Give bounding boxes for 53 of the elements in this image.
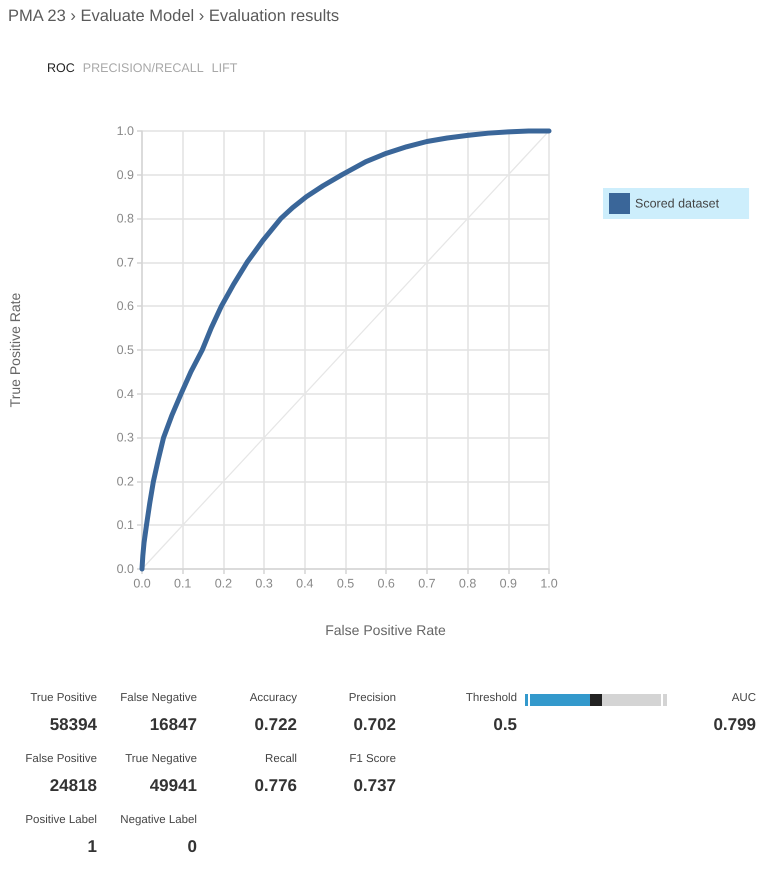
x-tick-label: 0.3 xyxy=(255,576,273,590)
y-tick-label: 0.4 xyxy=(116,386,134,401)
category-label: False Positive xyxy=(25,753,97,765)
data-label: 0.5 xyxy=(493,715,517,735)
data-label: 58394 xyxy=(50,715,97,735)
category-label: Threshold xyxy=(466,692,517,704)
x-tick-label: 0.2 xyxy=(214,576,232,590)
x-tick-label: 0.5 xyxy=(336,576,354,590)
x-tick-label: 0.9 xyxy=(500,576,518,590)
category-label: AUC xyxy=(732,692,756,704)
data-label: 0.737 xyxy=(353,776,396,796)
text: PRECISION/RECALL xyxy=(82,61,204,75)
category-label: False Negative xyxy=(120,692,197,704)
data-label: 0.776 xyxy=(254,776,297,796)
x-axis-title: False Positive Rate xyxy=(325,622,446,638)
data-label: 49941 xyxy=(150,776,197,796)
y-axis-title: True Positive Rate xyxy=(7,292,23,408)
x-tick-label: 0.1 xyxy=(174,576,192,590)
y-tick-label: 0.9 xyxy=(116,168,134,182)
text: LIFT xyxy=(212,61,238,75)
x-tick-label: 1.0 xyxy=(540,576,558,590)
category-label: True Positive xyxy=(30,692,97,704)
data-label: 0.799 xyxy=(713,715,756,735)
x-tick-label: 0.8 xyxy=(458,576,476,590)
category-label: Accuracy xyxy=(250,692,297,704)
y-tick-label: 0.5 xyxy=(116,343,134,357)
text: ROC xyxy=(47,61,75,75)
data-label: 0 xyxy=(188,837,197,857)
y-tick-label: 0.0 xyxy=(116,562,134,576)
data-label: 1 xyxy=(88,837,97,857)
y-tick-label: 0.1 xyxy=(116,518,134,532)
y-tick-label: 1.0 xyxy=(116,124,134,138)
x-tick-label: 0.0 xyxy=(133,576,151,590)
chart-title: PMA 23 › Evaluate Model › Evaluation results xyxy=(8,7,340,26)
y-tick-label: 0.3 xyxy=(116,430,134,445)
category-label: Positive Label xyxy=(25,814,97,826)
category-label: Negative Label xyxy=(120,814,197,826)
category-label: True Negative xyxy=(125,753,197,765)
data-label: 0.702 xyxy=(353,715,396,735)
data-label: 0.722 xyxy=(254,715,297,735)
x-tick-label: 0.6 xyxy=(378,576,395,590)
category-label: F1 Score xyxy=(349,753,396,765)
data-label: 24818 xyxy=(50,776,97,796)
category-label: Recall xyxy=(265,753,297,765)
x-tick-label: 0.7 xyxy=(418,576,436,590)
data-label: 16847 xyxy=(150,715,197,735)
y-tick-label: 0.7 xyxy=(116,255,134,270)
category-label: Precision xyxy=(348,692,396,704)
y-tick-label: 0.2 xyxy=(116,474,134,488)
x-tick-label: 0.4 xyxy=(296,576,314,590)
y-tick-label: 0.8 xyxy=(116,212,134,226)
legend-label: Scored dataset xyxy=(635,196,720,210)
y-tick-label: 0.6 xyxy=(116,299,134,314)
